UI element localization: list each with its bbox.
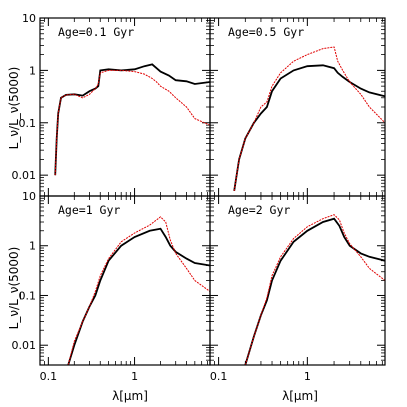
panel-label: Age=1 Gyr xyxy=(58,203,120,217)
panel-frame xyxy=(39,195,211,366)
series-red-line xyxy=(67,216,210,365)
x-tick-label: 1 xyxy=(304,370,311,383)
x-tick-label: 1 xyxy=(131,370,138,383)
series-black-line xyxy=(54,63,210,176)
series-red-line xyxy=(244,214,385,365)
panel-3: Age=1 Gyr 0.01 0.1 1 10 0.1 1 xyxy=(12,190,211,383)
x-axis-label-right: λ[μm] xyxy=(282,389,318,403)
panel-label: Age=2 Gyr xyxy=(228,203,290,217)
y-axis-label-top: L_ν/L_ν(5000) xyxy=(7,67,21,150)
panel-frame xyxy=(209,195,386,366)
series-black-line xyxy=(67,227,210,365)
panels-group: Age=0.1 Gyr 0.01 0.1 1 10 Age=0.5 Gyr Age=1 Gy… xyxy=(12,12,386,383)
series-black-line xyxy=(233,64,385,192)
y-tick-label: 10 xyxy=(22,12,36,25)
panel-label: Age=0.5 Gyr xyxy=(228,25,304,39)
y-tick-label: 0.01 xyxy=(12,169,37,182)
series-red-line xyxy=(54,69,210,176)
panel-2: Age=0.5 Gyr xyxy=(209,17,386,197)
panel-frame xyxy=(39,17,211,197)
x-tick-label: 0.1 xyxy=(210,370,228,383)
panel-frame xyxy=(209,17,386,197)
y-tick-label: 1 xyxy=(29,240,36,253)
series-red-line xyxy=(233,46,385,191)
y-tick-label: 0.01 xyxy=(12,339,37,352)
panel-4: Age=2 Gyr 0.1 1 xyxy=(209,195,386,383)
y-tick-label: 0.1 xyxy=(19,289,37,302)
panel-label: Age=0.1 Gyr xyxy=(58,25,134,39)
x-tick-label: 0.1 xyxy=(40,370,58,383)
y-tick-label: 10 xyxy=(22,190,36,203)
y-tick-label: 0.1 xyxy=(19,117,37,130)
y-tick-label: 1 xyxy=(29,64,36,77)
panel-1: Age=0.1 Gyr 0.01 0.1 1 10 xyxy=(12,12,211,197)
y-axis-label-bottom: L_ν/L_ν(5000) xyxy=(7,247,21,330)
x-axis-label-left: λ[μm] xyxy=(112,389,148,403)
series-black-line xyxy=(244,217,385,365)
